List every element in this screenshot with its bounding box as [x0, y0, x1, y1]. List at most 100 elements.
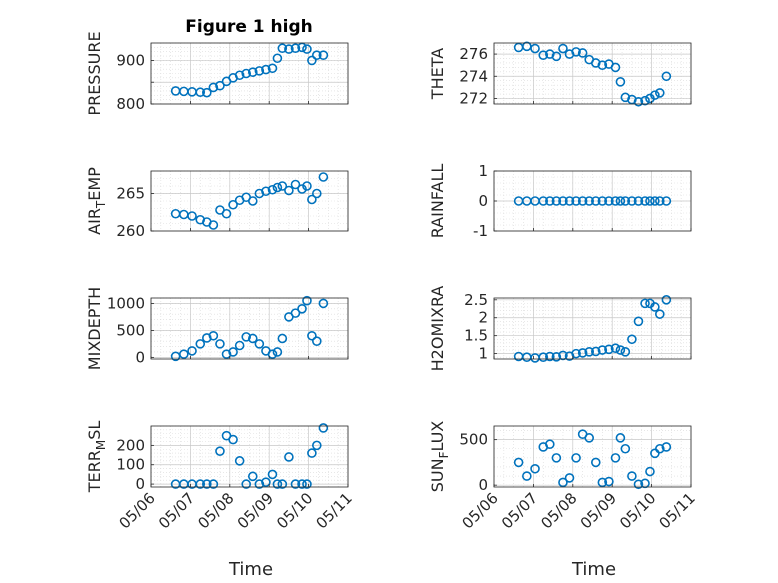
- y-tick-label: 0: [135, 348, 145, 366]
- y-axis-label: PRESSURE: [85, 31, 104, 115]
- data-series: [513, 294, 672, 363]
- tick-marks: [150, 193, 349, 232]
- data-point: [661, 196, 672, 206]
- data-series: [513, 196, 672, 206]
- tick-marks: [493, 170, 692, 232]
- data-point: [208, 82, 219, 93]
- data-point: [284, 44, 294, 54]
- subplot-1: 800 900 PRESSURE: [85, 31, 349, 116]
- data-point: [571, 196, 581, 206]
- data-point: [627, 334, 637, 345]
- y-tick-label: 200: [116, 436, 145, 454]
- data-point: [577, 348, 588, 358]
- minor-grid: [494, 426, 691, 487]
- y-axis-label: TERRMSL: [85, 421, 108, 494]
- data-point: [655, 443, 665, 454]
- data-point: [558, 196, 568, 206]
- data-point: [564, 196, 575, 206]
- data-point: [290, 179, 301, 190]
- data-point: [318, 423, 329, 433]
- y-tick-label: 265: [116, 185, 145, 203]
- data-series: [170, 295, 329, 362]
- data-point: [645, 466, 655, 477]
- data-point: [584, 433, 595, 443]
- data-point: [615, 345, 626, 355]
- data-point: [302, 181, 312, 191]
- y-axis-label: RAINFALL: [428, 164, 447, 239]
- tick-marks: [150, 444, 349, 487]
- y-tick-label: 272: [459, 89, 488, 107]
- x-tick-label: 05/08: [537, 489, 580, 532]
- data-point: [307, 55, 317, 66]
- data-point: [545, 351, 555, 362]
- data-point: [633, 316, 644, 327]
- x-axis-label-right: Time: [571, 559, 616, 580]
- subplot-8: 0 500 SUNFLUX 05/0605/0705/0805/0905/1005/1…: [428, 421, 699, 533]
- data-point: [615, 433, 626, 443]
- data-point: [208, 479, 219, 489]
- subplot-6: 11.522.5 H2OMIXRA: [428, 286, 692, 371]
- axes-box: [493, 425, 692, 488]
- data-point: [312, 440, 322, 451]
- data-point: [640, 298, 650, 309]
- y-axis-label: MIXDEPTH: [85, 287, 104, 370]
- data-point: [551, 352, 562, 362]
- data-point: [610, 453, 621, 463]
- data-point: [633, 96, 644, 107]
- data-point: [228, 347, 238, 357]
- data-point: [620, 443, 631, 454]
- data-point: [247, 67, 258, 77]
- data-point: [590, 457, 601, 468]
- data-point: [633, 479, 644, 490]
- x-tick-label: 05/06: [459, 489, 502, 532]
- data-point: [307, 448, 317, 458]
- data-point: [272, 347, 283, 357]
- data-point: [590, 346, 601, 357]
- y-tick-label: 100: [116, 456, 145, 474]
- data-point: [277, 181, 288, 191]
- data-point: [545, 439, 555, 450]
- data-point: [604, 344, 614, 355]
- data-point: [661, 294, 672, 305]
- y-axis-label: SUNFLUX: [428, 421, 451, 493]
- data-point: [571, 47, 581, 57]
- data-point: [221, 208, 232, 219]
- minor-grid: [494, 43, 691, 104]
- data-point: [215, 339, 225, 349]
- data-point: [215, 80, 225, 91]
- data-point: [610, 343, 621, 354]
- data-point: [513, 457, 524, 468]
- axes-box: [150, 425, 349, 488]
- y-tick-label: 500: [116, 321, 145, 339]
- data-point: [302, 44, 312, 54]
- data-point: [584, 196, 595, 206]
- y-tick-label: 274: [459, 67, 488, 85]
- data-point: [302, 295, 312, 306]
- x-tick-label: 05/08: [194, 489, 237, 532]
- data-point: [261, 477, 271, 487]
- data-point: [571, 453, 581, 463]
- y-tick-label: 276: [459, 45, 488, 63]
- data-point: [538, 352, 549, 363]
- data-point: [187, 346, 197, 356]
- subplot-grid: 800 900 PRESSURE 272 274 276 THETA 260 265 AIRTEM…: [85, 31, 699, 532]
- x-tick-label: 05/11: [313, 489, 356, 532]
- data-series: [170, 172, 329, 230]
- data-point: [558, 43, 568, 54]
- axes-box: [150, 297, 349, 360]
- data-point: [267, 63, 278, 74]
- data-point: [195, 87, 206, 98]
- subplot-4: -1 0 1 RAINFALL: [428, 162, 692, 240]
- data-point: [302, 479, 312, 489]
- data-point: [228, 199, 238, 210]
- x-axis-label-left: Time: [228, 559, 273, 580]
- tick-marks: [150, 302, 349, 359]
- data-point: [277, 333, 288, 344]
- data-point: [247, 196, 258, 206]
- data-point: [202, 333, 212, 343]
- x-tick-label: 05/06: [116, 489, 159, 532]
- y-tick-label: -1: [473, 222, 488, 240]
- data-point: [610, 62, 621, 73]
